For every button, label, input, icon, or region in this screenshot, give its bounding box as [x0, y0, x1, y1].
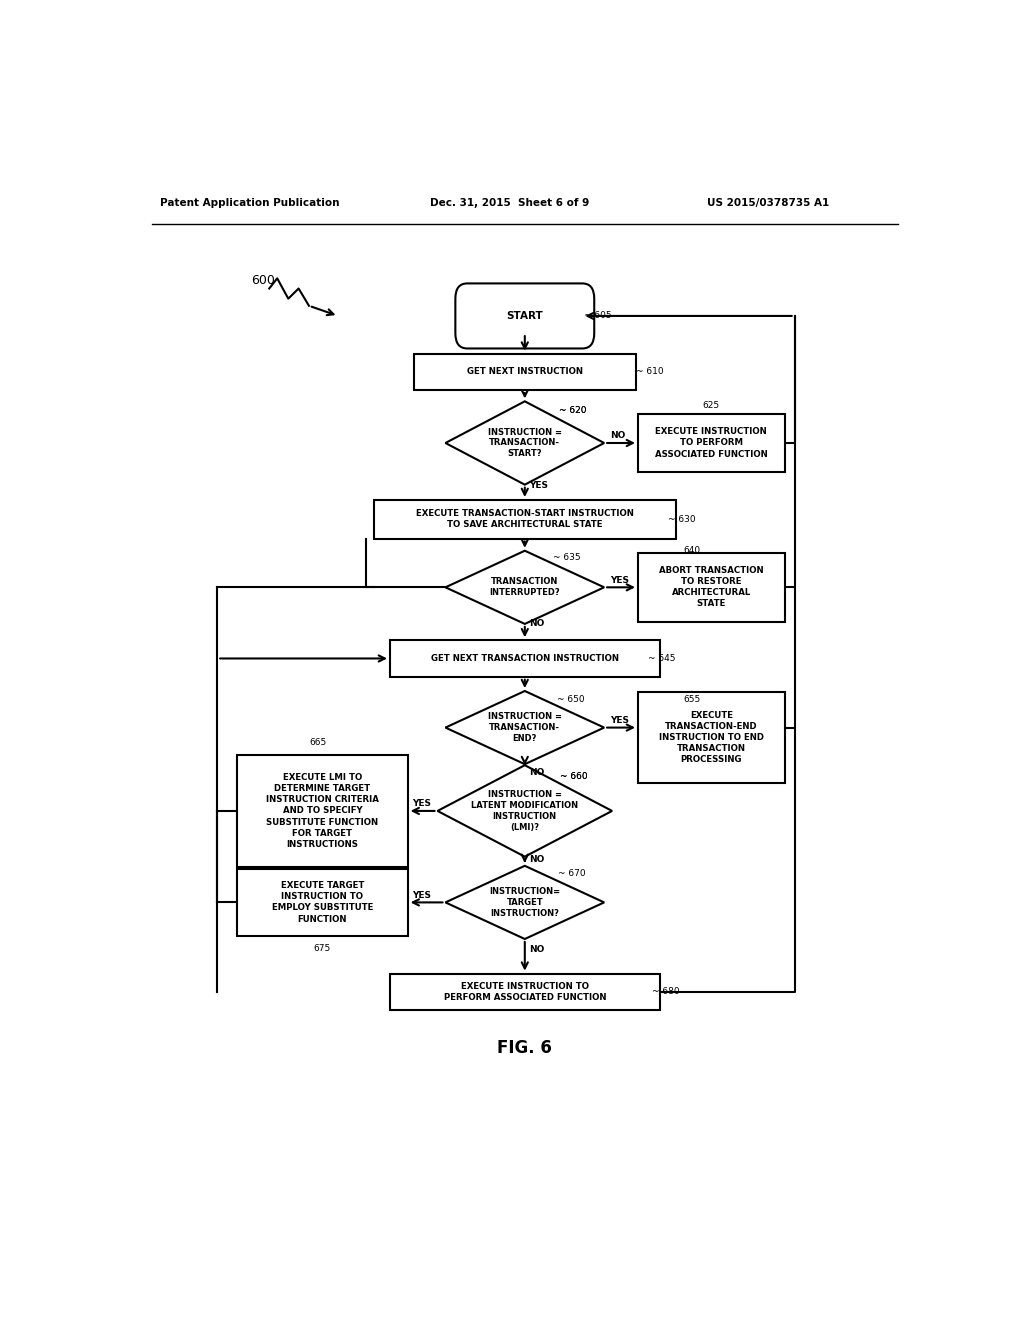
FancyBboxPatch shape — [638, 413, 784, 473]
Text: ~ 635: ~ 635 — [553, 553, 581, 562]
Text: ~ 660: ~ 660 — [560, 772, 588, 781]
Text: 665: 665 — [310, 738, 327, 747]
Text: TRANSACTION
INTERRUPTED?: TRANSACTION INTERRUPTED? — [489, 577, 560, 597]
Text: NO: NO — [528, 619, 544, 628]
Text: ~ 660: ~ 660 — [560, 772, 588, 781]
Text: EXECUTE LMI TO
DETERMINE TARGET
INSTRUCTION CRITERIA
AND TO SPECIFY
SUBSTITUTE F: EXECUTE LMI TO DETERMINE TARGET INSTRUCT… — [266, 774, 379, 849]
Text: NO: NO — [528, 768, 544, 776]
Text: 600: 600 — [251, 273, 274, 286]
Text: Patent Application Publication: Patent Application Publication — [160, 198, 339, 209]
Text: YES: YES — [609, 715, 629, 725]
Polygon shape — [445, 550, 604, 624]
Text: EXECUTE
TRANSACTION-END
INSTRUCTION TO END
TRANSACTION
PROCESSING: EXECUTE TRANSACTION-END INSTRUCTION TO E… — [658, 711, 764, 764]
Text: ~ 610: ~ 610 — [636, 367, 664, 376]
Polygon shape — [437, 766, 612, 857]
Text: YES: YES — [412, 891, 431, 900]
Text: ~ 605: ~ 605 — [585, 312, 612, 321]
Text: EXECUTE TRANSACTION-START INSTRUCTION
TO SAVE ARCHITECTURAL STATE: EXECUTE TRANSACTION-START INSTRUCTION TO… — [416, 510, 634, 529]
Text: ~ 645: ~ 645 — [648, 653, 675, 663]
Text: YES: YES — [412, 800, 431, 808]
FancyBboxPatch shape — [390, 640, 659, 677]
Text: GET NEXT TRANSACTION INSTRUCTION: GET NEXT TRANSACTION INSTRUCTION — [431, 653, 618, 663]
Text: YES: YES — [609, 576, 629, 585]
Text: NO: NO — [528, 855, 544, 865]
FancyBboxPatch shape — [238, 755, 408, 867]
Text: START: START — [507, 312, 543, 321]
Polygon shape — [445, 401, 604, 484]
Text: NO: NO — [528, 945, 544, 953]
Text: INSTRUCTION =
TRANSACTION-
START?: INSTRUCTION = TRANSACTION- START? — [487, 428, 562, 458]
Text: FIG. 6: FIG. 6 — [498, 1039, 552, 1057]
Polygon shape — [445, 866, 604, 939]
Text: ~ 620: ~ 620 — [559, 407, 587, 414]
Text: 640: 640 — [684, 546, 700, 556]
Text: 655: 655 — [684, 694, 700, 704]
FancyBboxPatch shape — [638, 553, 784, 622]
Text: ~ 620: ~ 620 — [559, 407, 587, 414]
FancyBboxPatch shape — [638, 692, 784, 784]
FancyBboxPatch shape — [456, 284, 594, 348]
FancyBboxPatch shape — [238, 869, 408, 936]
Text: YES: YES — [528, 482, 548, 490]
Text: INSTRUCTION=
TARGET
INSTRUCTION?: INSTRUCTION= TARGET INSTRUCTION? — [489, 887, 560, 917]
FancyBboxPatch shape — [374, 500, 676, 539]
Text: INSTRUCTION =
TRANSACTION-
END?: INSTRUCTION = TRANSACTION- END? — [487, 713, 562, 743]
Text: ~ 680: ~ 680 — [652, 987, 679, 997]
Text: EXECUTE TARGET
INSTRUCTION TO
EMPLOY SUBSTITUTE
FUNCTION: EXECUTE TARGET INSTRUCTION TO EMPLOY SUB… — [271, 882, 373, 924]
Text: Dec. 31, 2015  Sheet 6 of 9: Dec. 31, 2015 Sheet 6 of 9 — [430, 198, 589, 209]
Text: ~ 630: ~ 630 — [668, 515, 695, 524]
Text: US 2015/0378735 A1: US 2015/0378735 A1 — [708, 198, 829, 209]
Text: 675: 675 — [313, 944, 331, 953]
Text: GET NEXT INSTRUCTION: GET NEXT INSTRUCTION — [467, 367, 583, 376]
FancyBboxPatch shape — [414, 354, 636, 391]
Polygon shape — [445, 690, 604, 764]
Text: NO: NO — [609, 432, 625, 441]
Text: 625: 625 — [702, 401, 720, 411]
Text: ~ 650: ~ 650 — [557, 694, 584, 704]
Text: EXECUTE INSTRUCTION
TO PERFORM
ASSOCIATED FUNCTION: EXECUTE INSTRUCTION TO PERFORM ASSOCIATE… — [655, 428, 768, 458]
Text: ABORT TRANSACTION
TO RESTORE
ARCHITECTURAL
STATE: ABORT TRANSACTION TO RESTORE ARCHITECTUR… — [659, 566, 764, 609]
Text: INSTRUCTION =
LATENT MODIFICATION
INSTRUCTION
(LMI)?: INSTRUCTION = LATENT MODIFICATION INSTRU… — [471, 791, 579, 832]
Text: EXECUTE INSTRUCTION TO
PERFORM ASSOCIATED FUNCTION: EXECUTE INSTRUCTION TO PERFORM ASSOCIATE… — [443, 982, 606, 1002]
Text: ~ 670: ~ 670 — [558, 870, 586, 878]
FancyBboxPatch shape — [390, 974, 659, 1010]
